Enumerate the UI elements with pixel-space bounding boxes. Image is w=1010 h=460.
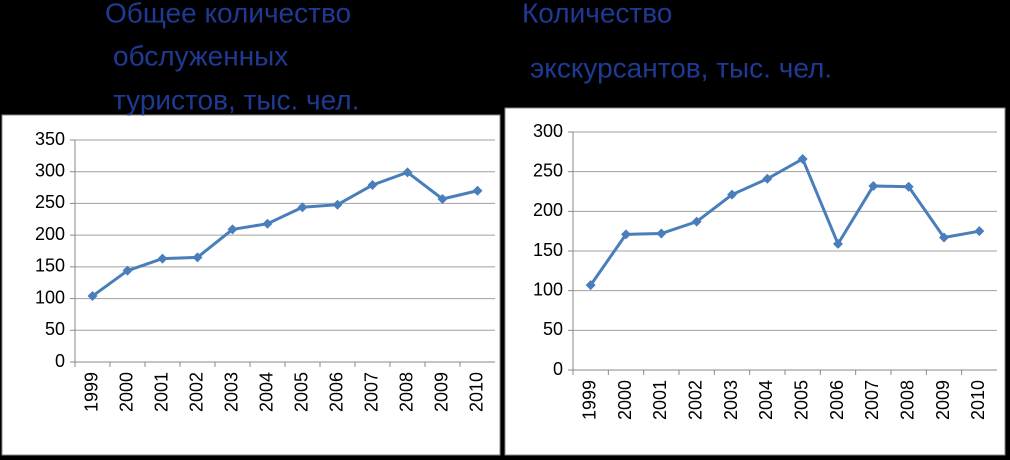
- x-tick-label: 2001: [650, 380, 670, 420]
- chart-area: [504, 107, 1006, 456]
- x-tick-label: 2005: [291, 372, 311, 412]
- x-tick-label: 2002: [685, 380, 705, 420]
- data-point: [727, 189, 737, 200]
- y-tick-label: 100: [35, 287, 65, 307]
- y-tick-label: 0: [55, 351, 65, 371]
- y-tick-label: 250: [35, 192, 65, 212]
- y-tick-label: 0: [553, 359, 563, 379]
- data-point: [868, 180, 879, 191]
- data-point: [691, 216, 702, 227]
- x-tick-label: 2010: [968, 380, 988, 420]
- data-point: [87, 291, 98, 302]
- x-tick-label: 2003: [721, 380, 741, 420]
- x-tick-label: 2007: [862, 380, 882, 420]
- data-point: [297, 202, 308, 213]
- x-tick-label: 2009: [431, 372, 451, 412]
- data-point: [262, 218, 273, 229]
- data-point: [621, 229, 631, 240]
- x-tick-label: 2005: [791, 380, 811, 420]
- data-point: [367, 180, 378, 191]
- y-tick-label: 300: [35, 160, 65, 180]
- y-tick-label: 50: [45, 319, 65, 339]
- x-tick-label: 2008: [897, 380, 917, 420]
- data-point: [122, 265, 133, 276]
- chart-title: туристов, тыс. чел.: [113, 84, 359, 115]
- chart-area: [1, 114, 501, 456]
- data-point: [762, 173, 773, 184]
- data-point: [656, 228, 667, 239]
- x-tick-label: 2006: [827, 380, 847, 420]
- x-tick-label: 2007: [361, 372, 381, 412]
- data-point: [437, 193, 448, 204]
- data-point: [472, 185, 483, 196]
- x-tick-label: 2004: [256, 372, 276, 412]
- y-tick-label: 300: [533, 121, 563, 141]
- x-tick-label: 1999: [81, 372, 101, 412]
- x-tick-label: 2001: [151, 372, 171, 412]
- data-line: [589, 156, 980, 286]
- data-point: [974, 226, 985, 237]
- x-tick-label: 2003: [221, 372, 241, 412]
- y-tick-label: 350: [35, 129, 65, 149]
- data-point: [157, 253, 168, 264]
- data-point: [402, 167, 413, 178]
- chart-title: обслуженных: [113, 40, 288, 71]
- y-tick-label: 150: [533, 240, 563, 260]
- x-tick-label: 2000: [116, 372, 136, 412]
- x-tick-label: 1999: [579, 380, 599, 420]
- chart-title: Общее количество: [105, 0, 351, 28]
- data-point: [192, 252, 203, 263]
- data-point: [585, 280, 596, 291]
- data-point: [833, 238, 843, 249]
- y-tick-label: 50: [543, 319, 563, 339]
- y-tick-label: 250: [533, 160, 563, 180]
- x-tick-label: 2010: [466, 372, 486, 412]
- x-tick-label: 2000: [615, 380, 635, 420]
- y-tick-label: 150: [35, 256, 65, 276]
- x-tick-label: 2009: [933, 380, 953, 420]
- chart-title: экскурсантов, тыс. чел.: [530, 52, 832, 83]
- y-tick-label: 100: [533, 279, 563, 299]
- y-tick-label: 200: [35, 224, 65, 244]
- data-point: [939, 232, 949, 243]
- data-point: [227, 224, 238, 235]
- y-tick-label: 200: [533, 200, 563, 220]
- x-tick-label: 2006: [326, 372, 346, 412]
- data-line: [91, 170, 478, 298]
- chart-title: Количество: [522, 0, 672, 28]
- x-tick-label: 2002: [186, 372, 206, 412]
- x-tick-label: 2008: [396, 372, 416, 412]
- data-point: [797, 153, 808, 164]
- data-point: [332, 199, 343, 210]
- data-point: [903, 181, 914, 192]
- x-tick-label: 2004: [756, 380, 776, 420]
